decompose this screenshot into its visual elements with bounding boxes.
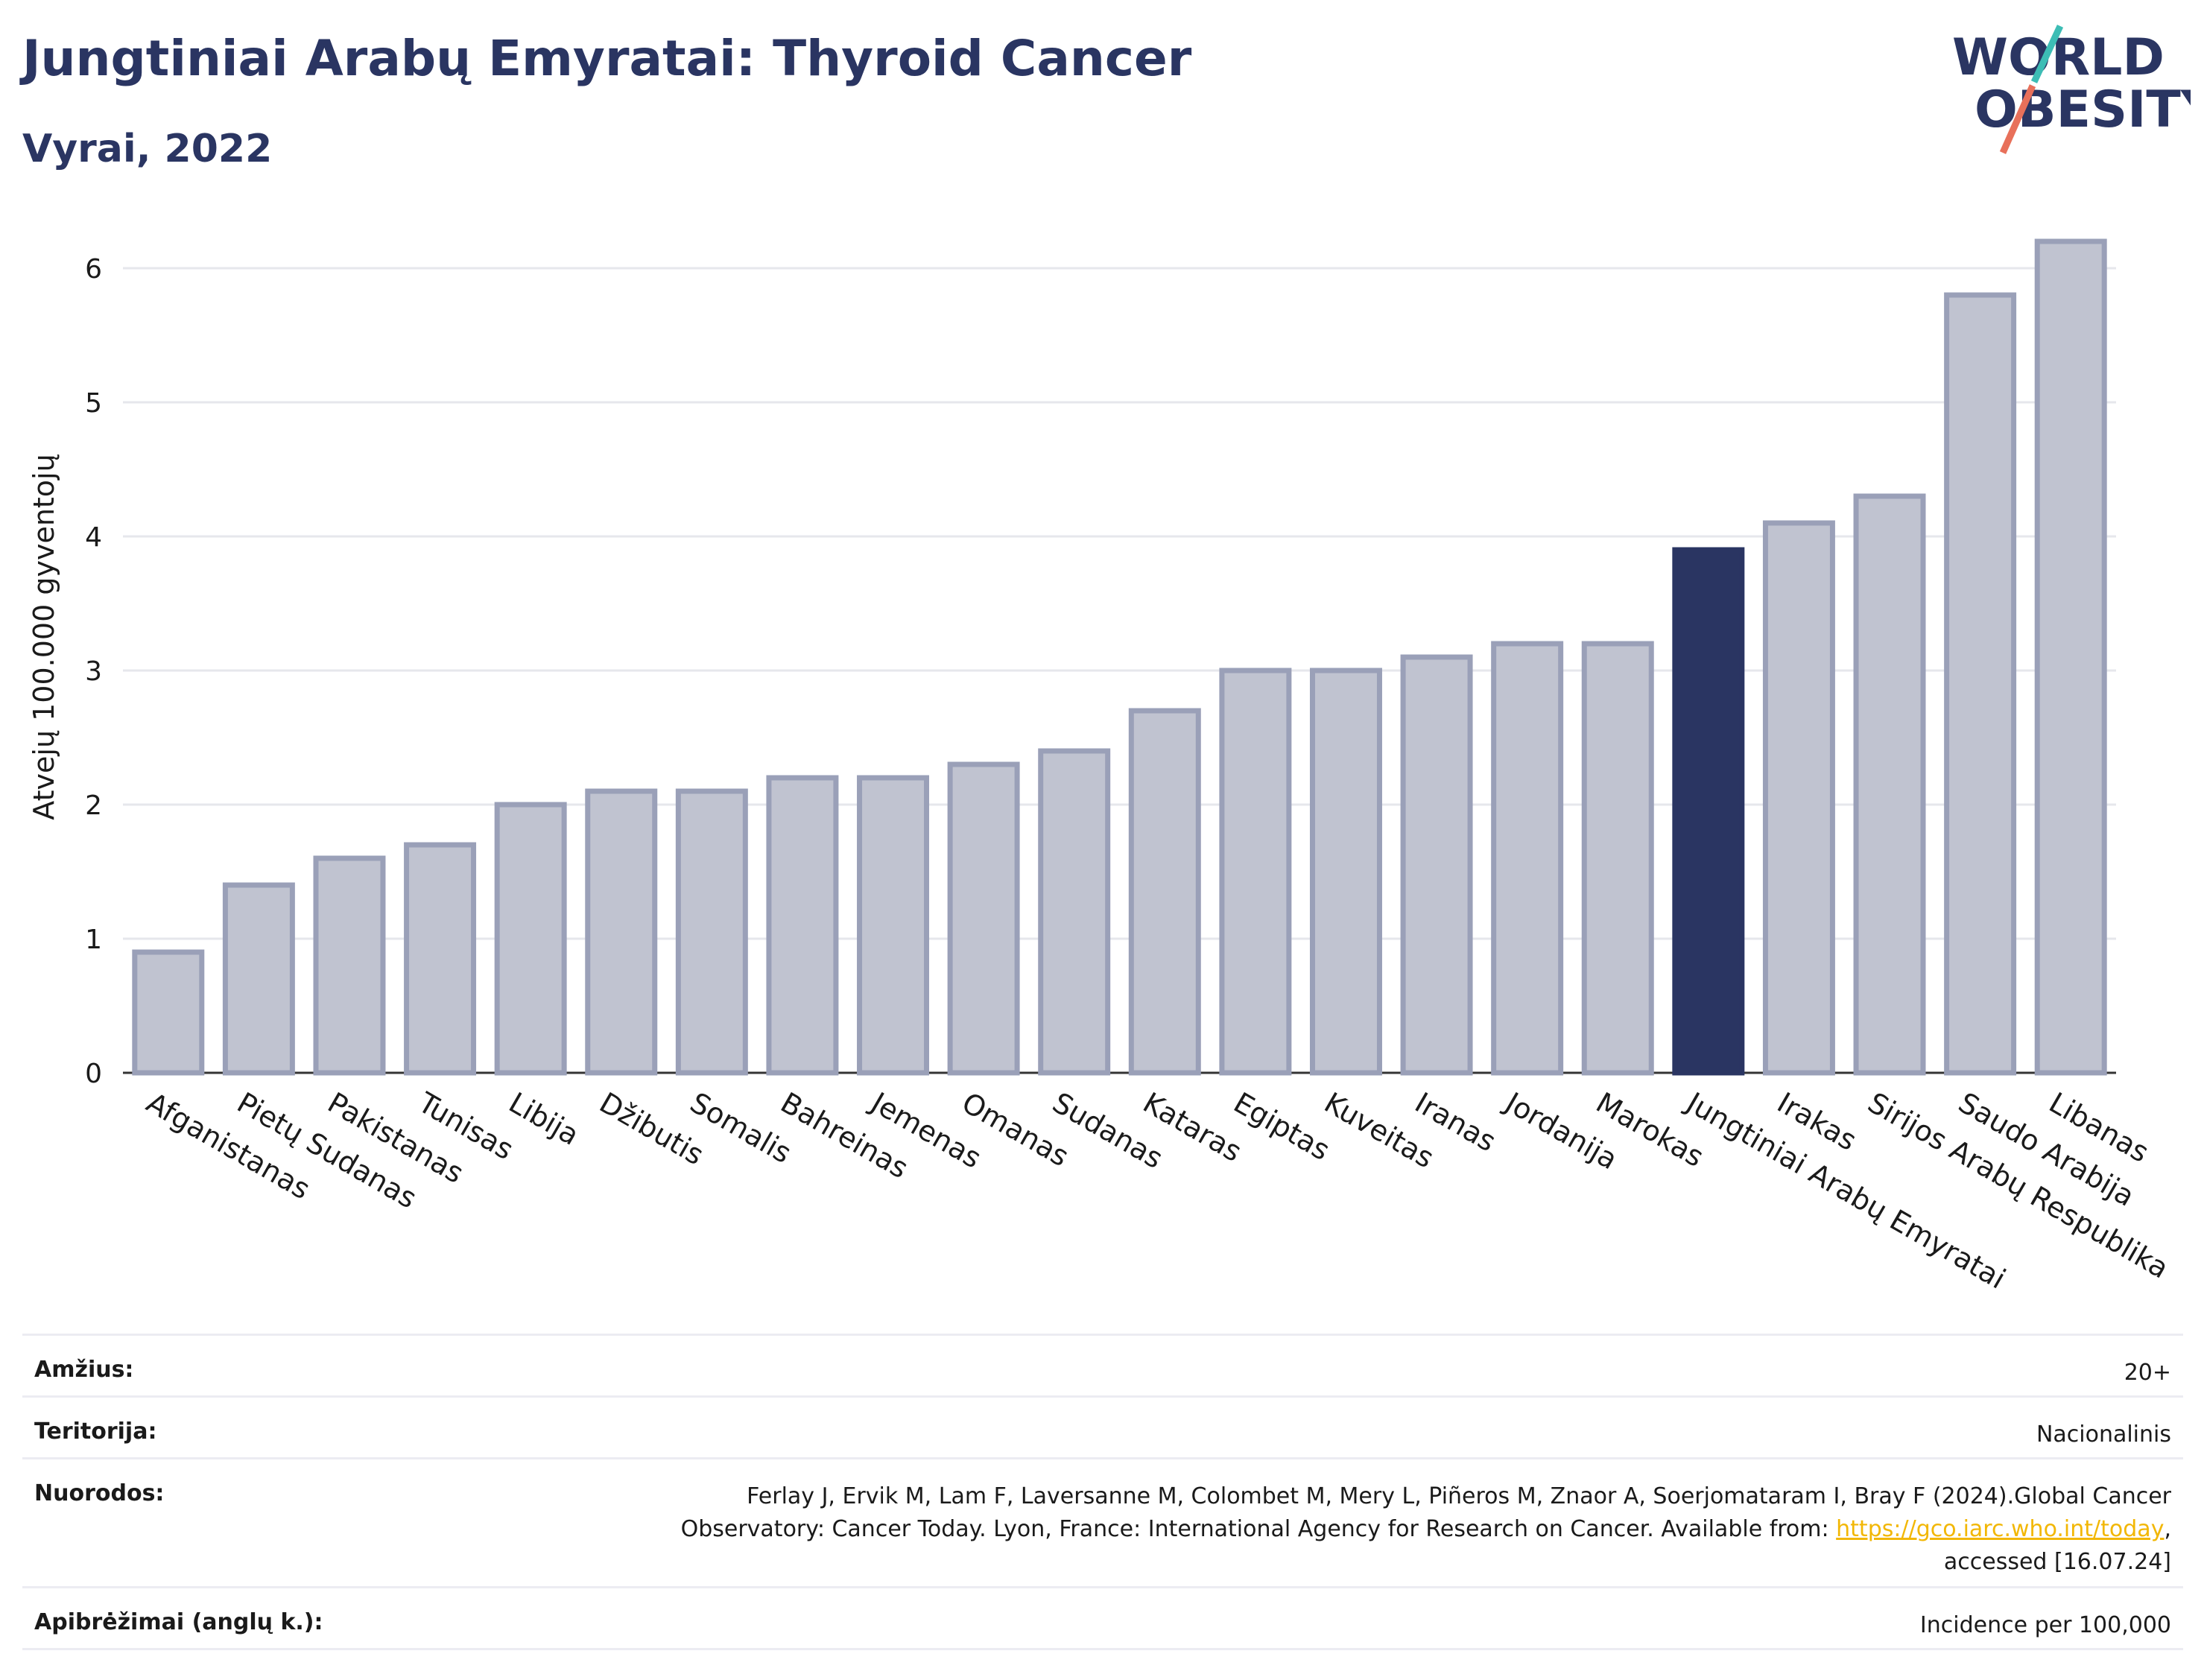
meta-row-definitions: Apibrėžimai (anglų k.): Incidence per 10… bbox=[22, 1586, 2183, 1650]
meta-row-references: Nuorodos: Ferlay J, Ervik M, Lam F, Lave… bbox=[22, 1457, 2183, 1586]
bar-7 bbox=[766, 775, 839, 1076]
x-tick-label: Egiptas bbox=[1228, 1086, 1335, 1167]
bar-14 bbox=[1400, 654, 1473, 1076]
y-axis-label: Atvejų 100.000 gyventojų bbox=[28, 454, 60, 820]
y-tick-label: 2 bbox=[85, 790, 102, 821]
bar-5 bbox=[585, 788, 658, 1076]
page-subtitle: Vyrai, 2022 bbox=[22, 127, 273, 171]
bar-20 bbox=[1944, 292, 2017, 1076]
bar-6 bbox=[675, 788, 748, 1076]
y-tick-label: 5 bbox=[85, 388, 102, 419]
definitions-value: Incidence per 100,000 bbox=[1919, 1612, 2171, 1638]
age-value: 20+ bbox=[2124, 1360, 2171, 1386]
page-title: Jungtiniai Arabų Emyratai: Thyroid Cance… bbox=[22, 30, 1192, 87]
bar-8 bbox=[857, 775, 930, 1076]
territory-label: Teritorija: bbox=[34, 1419, 157, 1445]
age-label: Amžius: bbox=[34, 1357, 134, 1383]
references-link[interactable]: https://gco.iarc.who.int/today bbox=[1836, 1516, 2165, 1542]
bar-18 bbox=[1762, 520, 1835, 1076]
bar-0 bbox=[132, 949, 205, 1076]
x-tick-label: Somalis bbox=[685, 1086, 797, 1170]
references-line-2: Observatory: Cancer Today. Lyon, France:… bbox=[681, 1513, 2171, 1546]
bar-3 bbox=[404, 842, 477, 1076]
y-axis: 0 1 2 3 4 5 6 bbox=[85, 254, 102, 1089]
metadata-table: Amžius: 20+ Teritorija: Nacionalinis Nuo… bbox=[22, 1334, 2183, 1650]
y-tick-label: 3 bbox=[85, 656, 102, 687]
meta-row-age: Amžius: 20+ bbox=[22, 1334, 2183, 1395]
bar-12 bbox=[1219, 668, 1292, 1076]
references-line-1: Ferlay J, Ervik M, Lam F, Laversanne M, … bbox=[747, 1483, 2171, 1509]
logo-line2: OBESITY bbox=[1975, 80, 2191, 139]
bar-17 bbox=[1672, 547, 1745, 1076]
references-line-2-end: , bbox=[2164, 1516, 2171, 1542]
bar-21 bbox=[2034, 238, 2107, 1076]
bar-13 bbox=[1309, 668, 1382, 1076]
bar-2 bbox=[313, 855, 386, 1076]
bar-10 bbox=[1038, 748, 1111, 1076]
bar-16 bbox=[1581, 641, 1654, 1076]
bar-15 bbox=[1491, 641, 1564, 1076]
x-tick-label: Džibutis bbox=[594, 1086, 709, 1172]
y-tick-label: 1 bbox=[85, 925, 102, 955]
y-tick-label: 6 bbox=[85, 254, 102, 285]
bar-4 bbox=[494, 802, 567, 1076]
territory-value: Nacionalinis bbox=[2036, 1421, 2171, 1448]
bar-11 bbox=[1128, 708, 1201, 1076]
references-value: Ferlay J, Ervik M, Lam F, Laversanne M, … bbox=[681, 1480, 2171, 1579]
references-line-2-text: Observatory: Cancer Today. Lyon, France:… bbox=[680, 1516, 1837, 1542]
bars bbox=[132, 238, 2107, 1076]
world-obesity-logo: WORLD OBESITY bbox=[1952, 25, 2191, 154]
y-tick-label: 4 bbox=[85, 522, 102, 553]
references-label: Nuorodos: bbox=[34, 1480, 165, 1506]
bar-9 bbox=[947, 761, 1020, 1076]
references-line-3: accessed [16.07.24] bbox=[1943, 1549, 2171, 1575]
bar-1 bbox=[222, 882, 295, 1076]
meta-row-territory: Teritorija: Nacionalinis bbox=[22, 1395, 2183, 1457]
logo-line1: WORLD bbox=[1952, 28, 2165, 87]
definitions-label: Apibrėžimai (anglų k.): bbox=[34, 1609, 323, 1635]
bar-19 bbox=[1853, 493, 1926, 1076]
y-tick-label: 0 bbox=[85, 1059, 102, 1089]
